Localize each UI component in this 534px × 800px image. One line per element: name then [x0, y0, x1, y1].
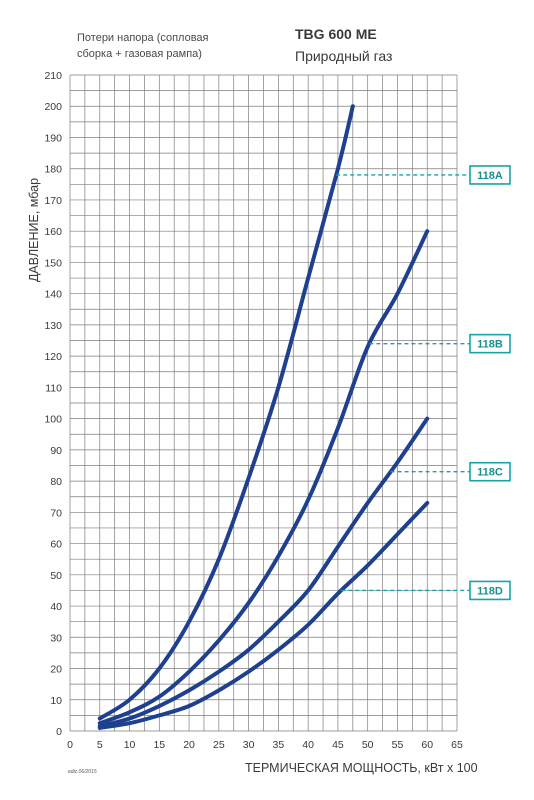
x-tick-label: 55 — [392, 739, 404, 751]
callout-label-118D: 118D — [477, 585, 503, 597]
x-tick-label: 10 — [124, 739, 136, 751]
y-tick-label: 180 — [44, 164, 62, 176]
x-tick-label: 0 — [67, 739, 73, 751]
y-tick-label: 110 — [45, 382, 62, 394]
y-tick-label: 170 — [44, 195, 62, 207]
edition-note: ediz.06/2015 — [68, 769, 97, 775]
x-axis-label: ТЕРМИЧЕСКАЯ МОЩНОСТЬ, кВт x 100 — [245, 761, 478, 775]
y-tick-label: 190 — [44, 132, 62, 144]
y-tick-label: 160 — [44, 226, 62, 238]
y-tick-label: 140 — [44, 289, 62, 301]
x-tick-label: 50 — [362, 739, 374, 751]
callout-box-118B — [469, 333, 511, 354]
curves — [97, 104, 430, 730]
series-line-118A — [97, 104, 355, 721]
y-tick-label: 150 — [44, 257, 62, 269]
y-tick-label: 50 — [50, 570, 62, 582]
callout-label-118A: 118A — [477, 170, 503, 182]
y-tick-label: 70 — [50, 507, 62, 519]
tick-labels: 0 5 10 15 20 25 30 35 40 45 50 55 60 65 0 10 20 30 40 50 60 7… — [44, 70, 463, 751]
model-title: TBG 600 ME — [295, 26, 377, 42]
grid — [69, 74, 458, 732]
x-tick-label: 15 — [153, 739, 165, 751]
y-tick-label: 0 — [56, 726, 62, 738]
callout-box-118D — [469, 580, 511, 601]
x-tick-label: 20 — [183, 739, 195, 751]
y-tick-label: 10 — [50, 695, 62, 707]
series-line-118D — [97, 500, 430, 730]
series-line-118C — [97, 416, 430, 729]
x-tick-label: 65 — [451, 739, 463, 751]
y-tick-label: 80 — [50, 476, 62, 488]
y-tick-label: 100 — [44, 414, 62, 426]
callout-label-118C: 118C — [477, 467, 503, 479]
y-tick-label: 30 — [50, 632, 62, 644]
y-tick-label: 60 — [50, 539, 62, 551]
subtitle-line-1: Потери напора (сопловая — [77, 32, 209, 44]
y-tick-label: 120 — [44, 351, 62, 363]
y-tick-label: 200 — [44, 101, 62, 113]
y-tick-label: 40 — [50, 601, 62, 613]
y-tick-label: 130 — [44, 320, 62, 332]
y-tick-label: 20 — [50, 664, 62, 676]
x-tick-label: 60 — [421, 739, 433, 751]
series-line-118B — [97, 229, 430, 726]
y-tick-label: 90 — [50, 445, 62, 457]
y-tick-label: 210 — [44, 70, 62, 82]
x-tick-label: 35 — [273, 739, 285, 751]
callout-box-118C — [469, 461, 511, 482]
callouts: 118A 118B 118C 118D — [336, 165, 511, 601]
gas-type: Природный газ — [295, 48, 392, 64]
y-axis-label: ДАВЛЕНИЕ, мбар — [27, 178, 41, 282]
x-tick-label: 25 — [213, 739, 225, 751]
x-tick-label: 40 — [302, 739, 314, 751]
subtitle-line-2: сборка + газовая рампа) — [77, 48, 202, 60]
callout-box-118A — [469, 165, 511, 185]
x-tick-label: 45 — [332, 739, 344, 751]
x-tick-label: 30 — [243, 739, 255, 751]
x-tick-label: 5 — [97, 739, 103, 751]
callout-label-118B: 118B — [477, 339, 503, 351]
